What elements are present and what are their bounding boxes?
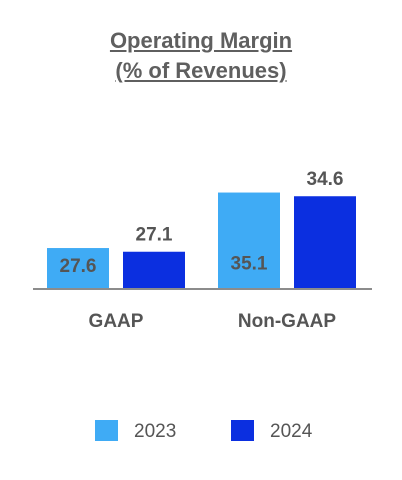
- bar-group: [47, 192, 356, 288]
- bar-non-gaap-2024: [294, 196, 356, 288]
- bar-gaap-2023: [47, 248, 109, 288]
- legend-swatch-2024: [231, 420, 254, 441]
- legend-label-2024: 2024: [270, 421, 313, 442]
- chart-title-line-1: Operating Margin: [109, 28, 293, 53]
- value-label-gaap-2024: 27.1: [136, 225, 173, 246]
- bar-gaap-2024: [123, 251, 185, 288]
- chart-title-line-2: (% of Revenues): [115, 58, 287, 83]
- bar-non-gaap-2023: [218, 192, 280, 288]
- legend-swatch-2023: [95, 420, 118, 441]
- legend-label-2023: 2023: [134, 421, 176, 442]
- value-label-non-gaap-2024: 34.6: [307, 169, 344, 190]
- category-label-gaap: GAAP: [89, 311, 144, 332]
- category-label-non-gaap: Non-GAAP: [238, 311, 336, 332]
- label-group: 27.6 27.1 GAAP 35.1 34.6 Non-GAAP: [60, 169, 344, 332]
- value-label-gaap-2023: 27.6: [60, 256, 97, 277]
- legend: 2023 2024: [95, 420, 313, 442]
- value-label-non-gaap-2023: 35.1: [231, 254, 268, 275]
